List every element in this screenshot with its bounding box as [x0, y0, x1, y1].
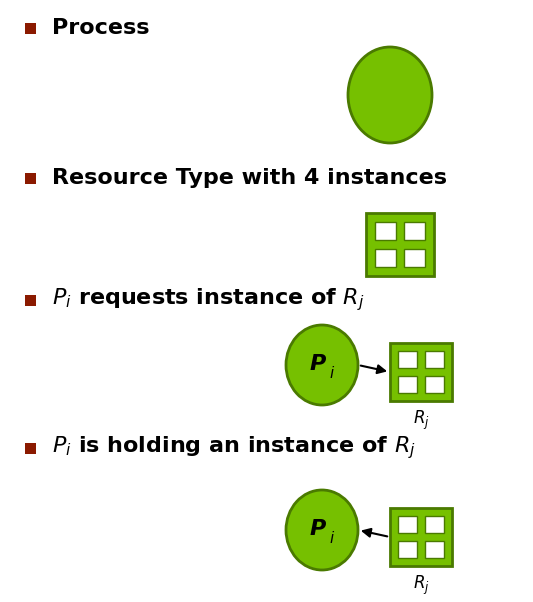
Text: Process: Process — [52, 18, 149, 38]
Ellipse shape — [286, 325, 358, 405]
Text: Resource Type with 4 instances: Resource Type with 4 instances — [52, 168, 447, 188]
Bar — [390, 343, 452, 401]
Ellipse shape — [348, 47, 432, 143]
Bar — [398, 376, 417, 393]
Text: $\mathit{i}$: $\mathit{i}$ — [329, 365, 335, 381]
Bar — [425, 376, 444, 393]
Bar — [25, 294, 36, 305]
Ellipse shape — [286, 490, 358, 570]
Bar — [366, 213, 434, 276]
Bar — [405, 249, 425, 267]
Bar — [25, 442, 36, 453]
Bar — [405, 222, 425, 240]
Bar — [425, 516, 444, 533]
Text: $\bfit{P}$: $\bfit{P}$ — [309, 519, 327, 539]
Bar — [425, 541, 444, 558]
Text: $\mathit{R}_{\mathit{j}}$: $\mathit{R}_{\mathit{j}}$ — [413, 408, 430, 432]
Bar — [398, 516, 417, 533]
Text: $\bfit{P}$: $\bfit{P}$ — [309, 354, 327, 374]
Bar — [425, 351, 444, 368]
Bar — [25, 22, 36, 34]
Text: $\mathit{R}_{\mathit{j}}$: $\mathit{R}_{\mathit{j}}$ — [413, 573, 430, 597]
Bar — [375, 222, 395, 240]
Bar — [25, 173, 36, 184]
Bar — [375, 249, 395, 267]
Text: $\mathit{P}_{i}$ requests instance of $\mathit{R}_{j}$: $\mathit{P}_{i}$ requests instance of $\… — [52, 287, 365, 314]
Text: $\mathit{i}$: $\mathit{i}$ — [329, 530, 335, 546]
Text: $\mathit{P}_{i}$ is holding an instance of $\mathit{R}_{j}$: $\mathit{P}_{i}$ is holding an instance … — [52, 435, 416, 461]
Bar — [398, 351, 417, 368]
Bar — [398, 541, 417, 558]
Bar — [390, 508, 452, 566]
